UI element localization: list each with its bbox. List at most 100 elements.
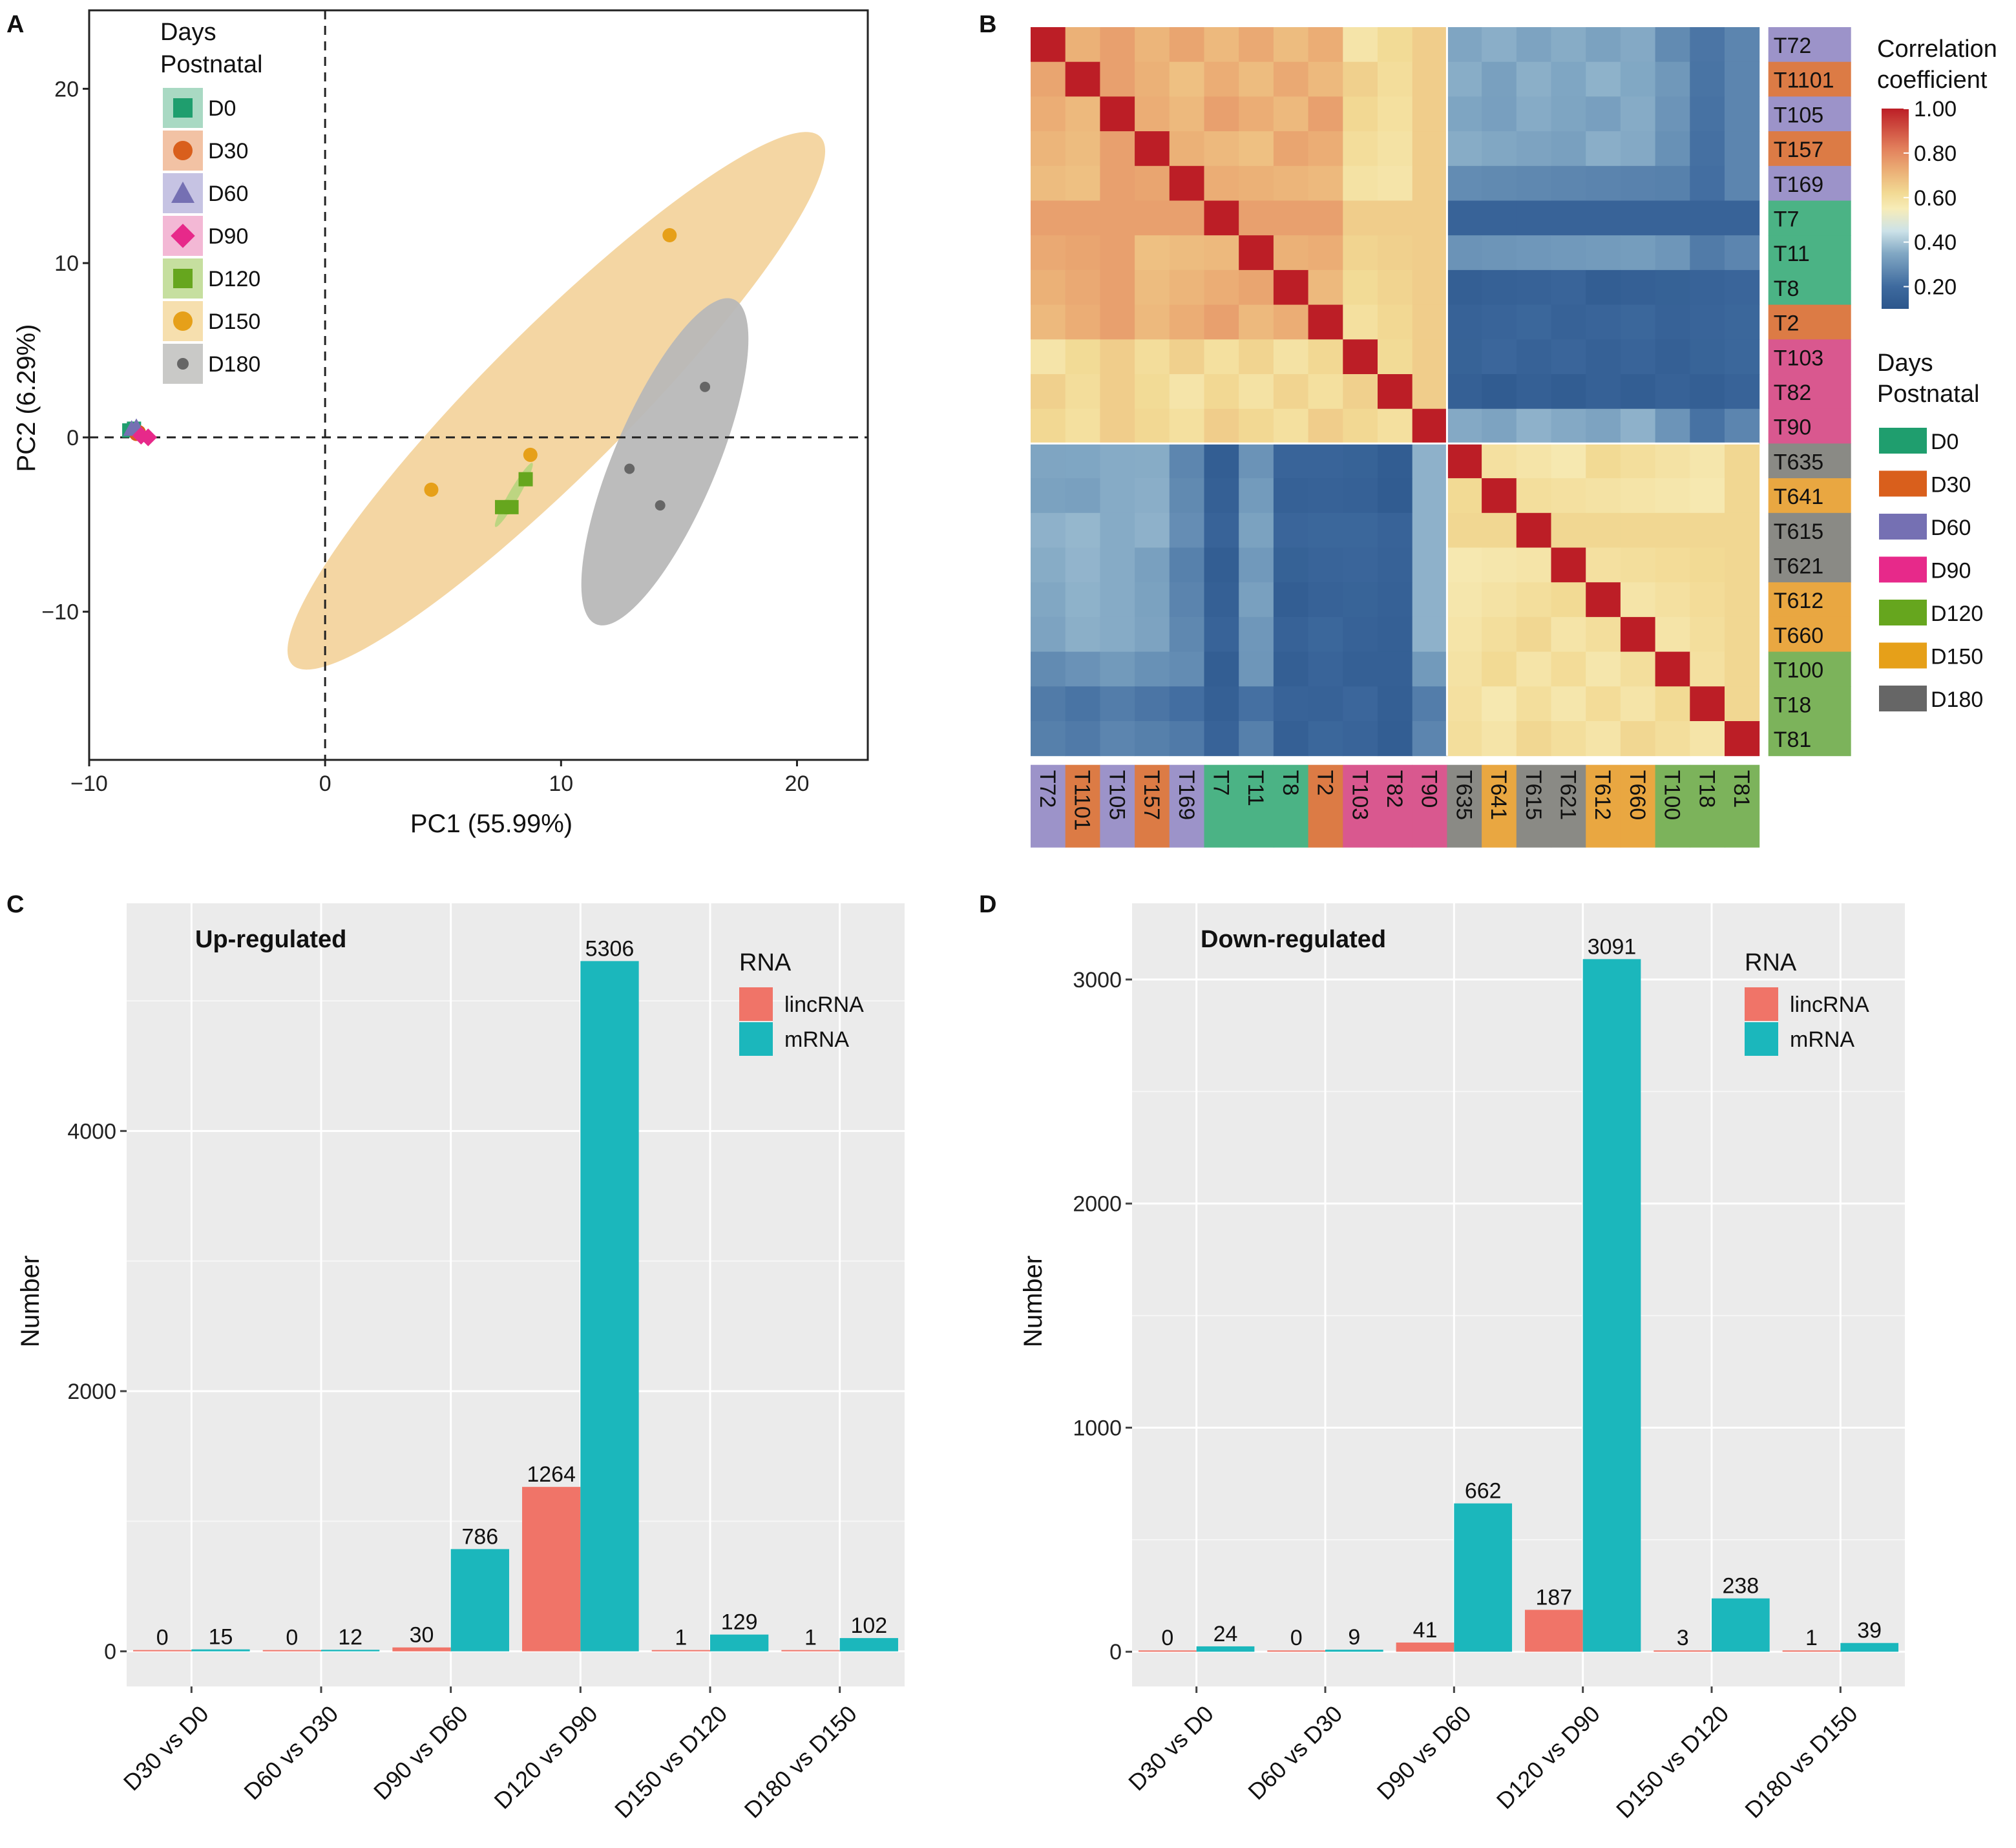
- heatmap-cell: [1031, 547, 1066, 583]
- bar-value-label: 30: [410, 1623, 434, 1648]
- heatmap-cell: [1655, 200, 1690, 236]
- col-annotation-cell: [1412, 764, 1447, 848]
- heatmap-cell: [1065, 478, 1100, 514]
- heatmap-cell: [1725, 408, 1760, 444]
- legend-marker-d30: [173, 141, 193, 160]
- heatmap-cell: [1239, 61, 1274, 97]
- pca-point-d180: [624, 463, 635, 474]
- heatmap-cell: [1169, 235, 1204, 271]
- heatmap-cell: [1447, 443, 1482, 479]
- pca-point-d180: [655, 500, 666, 511]
- heatmap-cell: [1169, 512, 1204, 548]
- heatmap-cell: [1586, 582, 1621, 618]
- heatmap-cell: [1516, 27, 1551, 63]
- heatmap-cell: [1065, 616, 1100, 653]
- heatmap-cell: [1482, 96, 1517, 132]
- heatmap-cell: [1378, 61, 1413, 97]
- heatmap-cell: [1516, 131, 1551, 167]
- bar-value-label: 41: [1413, 1618, 1438, 1643]
- heatmap-cell: [1690, 61, 1725, 97]
- heatmap-cell: [1135, 304, 1170, 340]
- heatmap-cell: [1620, 651, 1656, 687]
- heatmap-cell: [1308, 408, 1343, 444]
- heatmap-cell: [1620, 547, 1656, 583]
- heatmap-cell: [1620, 408, 1656, 444]
- heatmap-cell: [1031, 61, 1066, 97]
- heatmap-cell: [1065, 339, 1100, 375]
- heatmap-cell: [1135, 96, 1170, 132]
- col-annotation-cell: [1516, 764, 1551, 848]
- heatmap-cell: [1204, 235, 1239, 271]
- heatmap-cell: [1308, 582, 1343, 618]
- panel-label-b: B: [979, 11, 996, 38]
- heatmap-cell: [1100, 165, 1135, 201]
- heatmap-cell: [1378, 96, 1413, 132]
- heatmap-cell: [1100, 61, 1135, 97]
- bar-lincrna: [522, 1487, 581, 1652]
- heatmap-cell: [1551, 269, 1586, 306]
- heatmap-cell: [1516, 165, 1551, 201]
- heatmap-cell: [1378, 478, 1413, 514]
- heatmap-cell: [1586, 200, 1621, 236]
- heatmap-cell: [1100, 582, 1135, 618]
- legend-key-d180: [1879, 686, 1927, 711]
- pca-point-d150: [523, 447, 538, 462]
- bar-value-label: 1264: [527, 1462, 576, 1487]
- heatmap-cell: [1690, 512, 1725, 548]
- legend-marker-d60: [171, 182, 194, 203]
- row-sample-label: T103: [1774, 346, 1824, 370]
- heatmap-cell: [1482, 512, 1517, 548]
- heatmap-cell: [1169, 616, 1204, 653]
- col-sample-label: T635: [1451, 770, 1476, 821]
- row-annotation-cell: [1768, 304, 1851, 340]
- col-sample-label: T660: [1625, 770, 1650, 821]
- plot-background: [127, 903, 905, 1686]
- bar-mrna: [450, 1549, 509, 1652]
- bar-value-label: 129: [721, 1610, 758, 1635]
- heatmap-cell: [1620, 304, 1656, 340]
- bar-value-label: 9: [1348, 1625, 1360, 1650]
- heatmap-cell: [1378, 547, 1413, 583]
- heatmap-cell: [1551, 616, 1586, 653]
- heatmap-cell: [1065, 686, 1100, 722]
- heatmap-cell: [1273, 408, 1309, 444]
- heatmap-cell: [1273, 339, 1309, 375]
- x-category-label: D150 vs D120: [1611, 1700, 1734, 1823]
- heatmap-cell: [1412, 165, 1447, 201]
- heatmap-cell: [1516, 96, 1551, 132]
- heatmap-cell: [1100, 235, 1135, 271]
- heatmap-cell: [1378, 374, 1413, 410]
- heatmap-cell: [1239, 408, 1274, 444]
- heatmap-cell: [1412, 339, 1447, 375]
- heatmap-cell: [1273, 27, 1309, 63]
- heatmap-cell: [1551, 131, 1586, 167]
- row-sample-label: T635: [1774, 450, 1824, 474]
- heatmap-cell: [1655, 165, 1690, 201]
- heatmap-cell: [1204, 547, 1239, 583]
- heatmap-cell: [1343, 235, 1378, 271]
- pca-point-d90: [139, 428, 158, 446]
- legend-label-lincrna: lincRNA: [1790, 992, 1869, 1017]
- heatmap-cell: [1239, 304, 1274, 340]
- heatmap-cell: [1343, 27, 1378, 63]
- heatmap-cell: [1100, 200, 1135, 236]
- heatmap-cell: [1273, 374, 1309, 410]
- heatmap-cell: [1447, 165, 1482, 201]
- col-sample-label: T18: [1694, 770, 1719, 808]
- heatmap-cell: [1169, 165, 1204, 201]
- heatmap-cell: [1239, 131, 1274, 167]
- heatmap-cell: [1031, 408, 1066, 444]
- heatmap-cell: [1482, 374, 1517, 410]
- heatmap-cell: [1725, 339, 1760, 375]
- bar-lincrna: [1782, 1650, 1841, 1652]
- heatmap-cell: [1620, 721, 1656, 757]
- heatmap-cell: [1690, 616, 1725, 653]
- heatmap-cell: [1516, 616, 1551, 653]
- heatmap-cell: [1273, 235, 1309, 271]
- heatmap-cell: [1065, 512, 1100, 548]
- heatmap-cell: [1586, 547, 1621, 583]
- row-sample-label: T2: [1774, 311, 1800, 336]
- heatmap-cell: [1551, 512, 1586, 548]
- pca-plot-border: [88, 9, 869, 761]
- heatmap-cell: [1204, 304, 1239, 340]
